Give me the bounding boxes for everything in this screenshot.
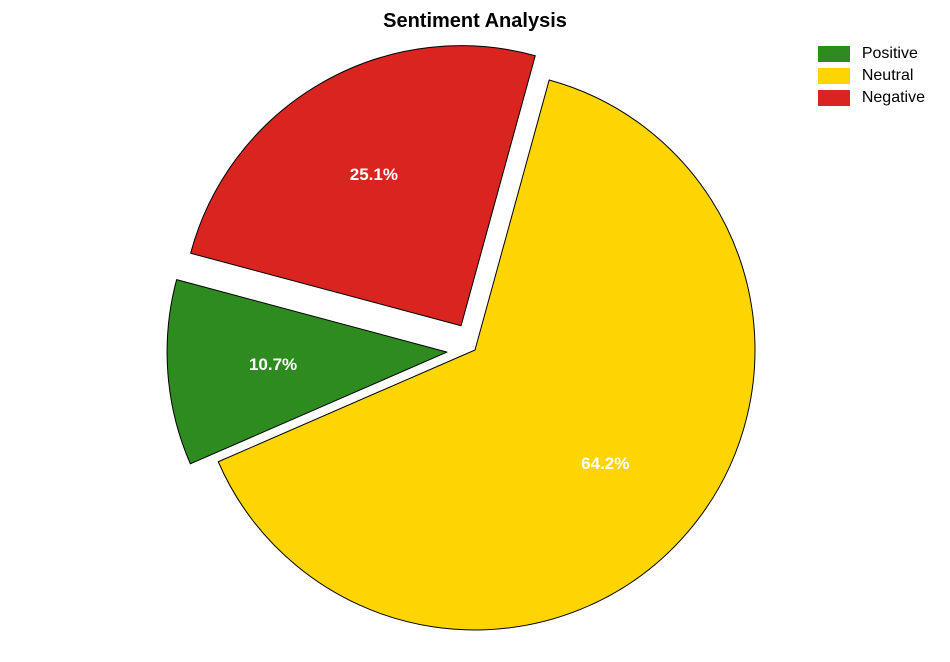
legend-swatch-positive bbox=[818, 46, 850, 62]
legend-item-negative: Negative bbox=[818, 89, 925, 107]
legend-swatch-neutral bbox=[818, 68, 850, 84]
legend-item-neutral: Neutral bbox=[818, 67, 925, 85]
legend-swatch-negative bbox=[818, 90, 850, 106]
legend-item-positive: Positive bbox=[818, 45, 925, 63]
legend-label-neutral: Neutral bbox=[862, 67, 914, 85]
pie-slice-negative bbox=[191, 46, 536, 326]
legend-label-negative: Negative bbox=[862, 89, 925, 107]
legend-label-positive: Positive bbox=[862, 45, 918, 63]
pie-chart bbox=[0, 0, 950, 662]
legend: Positive Neutral Negative bbox=[818, 45, 925, 111]
